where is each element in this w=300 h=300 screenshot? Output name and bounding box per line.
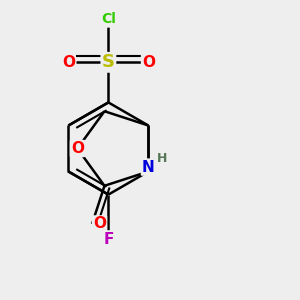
Text: F: F [103, 232, 114, 247]
Text: N: N [142, 160, 155, 175]
Text: H: H [157, 152, 167, 165]
Text: O: O [93, 216, 106, 231]
Text: O: O [71, 141, 84, 156]
Text: S: S [102, 53, 115, 71]
Text: O: O [142, 55, 155, 70]
Text: Cl: Cl [101, 12, 116, 26]
Text: O: O [62, 55, 75, 70]
